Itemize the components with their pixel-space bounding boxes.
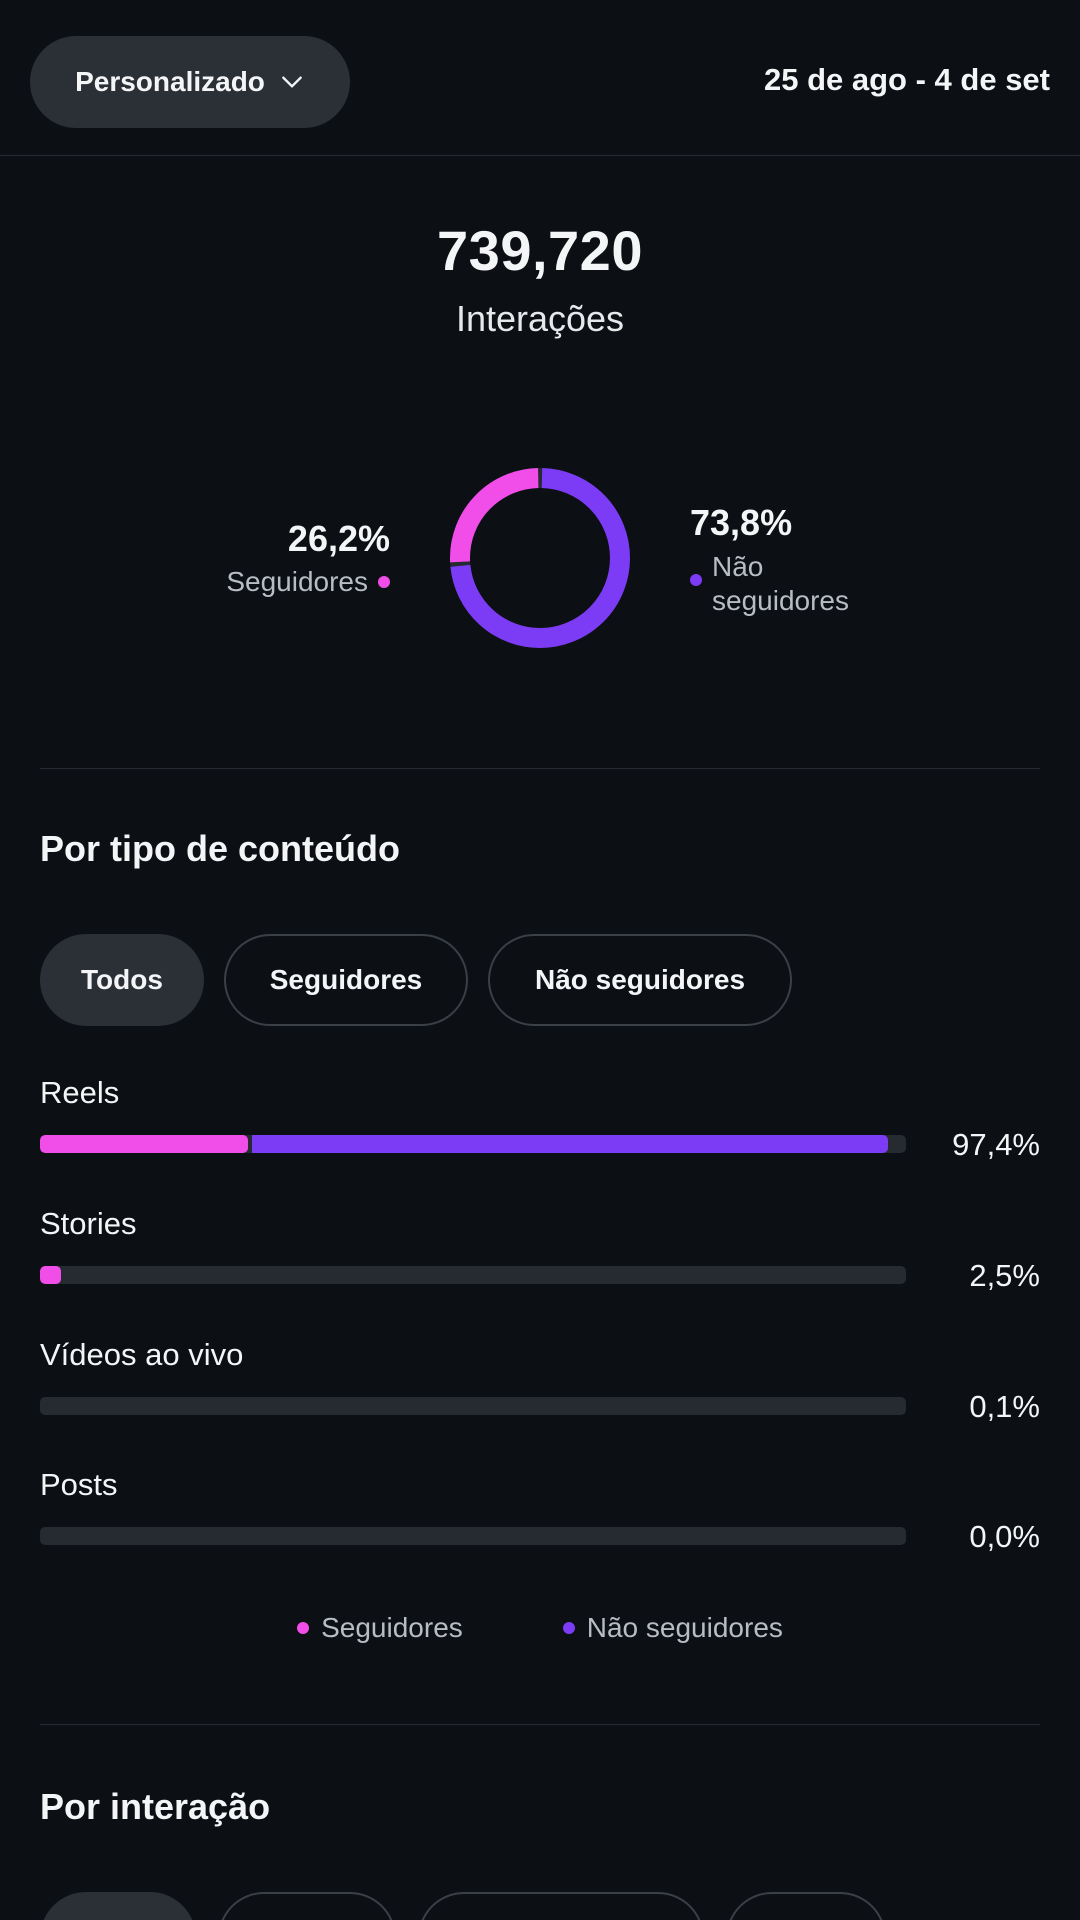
bar-segment-followers	[40, 1135, 248, 1153]
chevron-down-icon	[282, 76, 302, 88]
legend-item-followers: Seguidores	[297, 1612, 463, 1644]
by-interaction-title: Por interação	[40, 1786, 271, 1827]
date-range-dropdown-label: Personalizado	[75, 66, 265, 97]
divider	[40, 1724, 1040, 1725]
date-range-text: 25 de ago - 4 de set	[764, 62, 1050, 97]
followers-legend: Seguidores	[226, 566, 390, 598]
content-bar-track	[40, 1135, 906, 1153]
content-type-title: Por tipo de conteúdo	[40, 828, 400, 869]
interactions-donut-chart	[450, 468, 630, 648]
content-row-value: 0,1%	[969, 1389, 1040, 1424]
interaction-filter-chip[interactable]	[726, 1892, 886, 1920]
content-row-label: Stories	[40, 1206, 137, 1241]
filter-followers-button[interactable]: Seguidores	[224, 934, 468, 1026]
content-row-live-videos: Vídeos ao vivo 0,1%	[40, 1337, 1040, 1424]
header: Personalizado 25 de ago - 4 de set	[0, 0, 1080, 156]
divider	[40, 768, 1040, 769]
interaction-filter-chip[interactable]	[40, 1892, 196, 1920]
followers-dot-icon	[378, 576, 390, 588]
followers-percent: 26,2%	[287, 518, 390, 559]
content-row-value: 2,5%	[969, 1258, 1040, 1293]
content-row-stories: Stories 2,5%	[40, 1206, 1040, 1293]
non-followers-dot-icon	[562, 1622, 575, 1634]
date-range-dropdown[interactable]: Personalizado	[30, 36, 350, 128]
content-row-reels: Reels 97,4%	[40, 1075, 1040, 1162]
donut-segment-non-followers	[450, 468, 630, 648]
interaction-filter-chip[interactable]	[218, 1892, 396, 1920]
non-followers-dot-icon	[690, 574, 702, 586]
content-row-value: 0,0%	[969, 1519, 1040, 1554]
content-row-posts: Posts 0,0%	[40, 1467, 1040, 1554]
non-followers-label: Não seguidores	[712, 551, 849, 616]
content-bar-track	[40, 1266, 906, 1284]
legend-item-non-followers: Não seguidores	[562, 1612, 783, 1644]
content-row-label: Posts	[40, 1467, 118, 1502]
content-bar-track	[40, 1527, 906, 1545]
followers-label: Seguidores	[226, 566, 368, 597]
interaction-filter-chip[interactable]	[418, 1892, 704, 1920]
content-legend: Seguidores Não seguidores	[0, 1612, 1080, 1644]
content-row-value: 97,4%	[952, 1127, 1040, 1162]
content-row-label: Reels	[40, 1075, 120, 1110]
content-row-label: Vídeos ao vivo	[40, 1337, 244, 1372]
content-filter-tabs: Todos Seguidores Não seguidores	[40, 934, 792, 1026]
non-followers-percent: 73,8%	[690, 502, 793, 543]
filter-non-followers-button[interactable]: Não seguidores	[488, 934, 792, 1026]
non-followers-legend: Não seguidores	[690, 550, 849, 618]
total-interactions-label: Interações	[455, 298, 625, 339]
bar-segment-non-followers	[252, 1135, 888, 1153]
total-interactions: 739,720	[437, 219, 643, 282]
followers-dot-icon	[297, 1622, 310, 1634]
bar-segment-followers	[40, 1266, 61, 1284]
filter-all-button[interactable]: Todos	[40, 934, 204, 1026]
content-bar-track	[40, 1397, 906, 1415]
donut-segment-followers	[450, 468, 630, 648]
